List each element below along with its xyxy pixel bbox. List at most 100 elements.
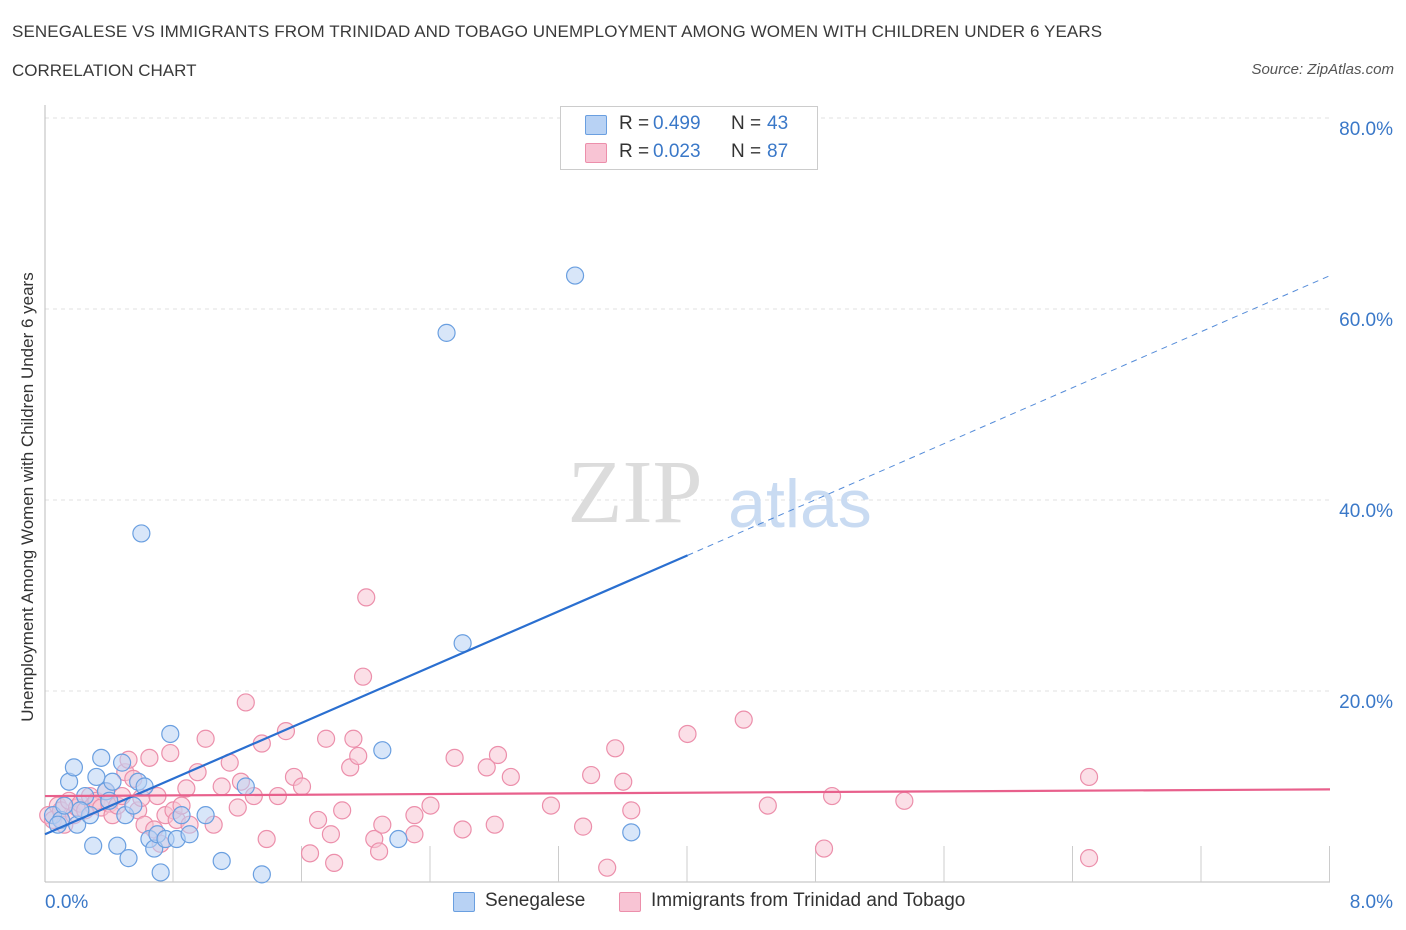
point-senegalese xyxy=(437,323,456,342)
point-senegalese xyxy=(84,836,103,855)
point-trinidad xyxy=(485,815,504,834)
point-trinidad xyxy=(477,758,496,777)
point-trinidad xyxy=(678,724,697,744)
point-senegalese xyxy=(196,806,215,825)
legend-r-value: 0.023 xyxy=(653,141,701,162)
watermark-atlas: atlas xyxy=(728,466,872,542)
point-trinidad xyxy=(308,810,328,830)
point-trinidad xyxy=(405,806,424,825)
point-trinidad xyxy=(228,798,247,817)
tick-labels: 20.0% 40.0% 60.0% 80.0% 0.0% 8.0% xyxy=(45,119,1393,913)
point-trinidad xyxy=(177,779,196,798)
point-trinidad xyxy=(196,729,215,748)
point-senegalese xyxy=(453,634,472,653)
point-senegalese xyxy=(151,863,170,882)
legend-n-label: N = xyxy=(731,141,762,162)
bottom-legend-label-senegalese: Senegalese xyxy=(485,890,586,911)
y-tick-label: 20.0% xyxy=(1339,692,1393,713)
point-trinidad xyxy=(488,745,508,765)
point-trinidad xyxy=(321,825,341,844)
point-trinidad xyxy=(349,746,368,766)
point-trinidad xyxy=(405,825,424,844)
point-trinidad xyxy=(353,667,373,686)
trend-lines xyxy=(44,275,1331,836)
trend-line-trinidad xyxy=(44,788,1331,798)
point-trinidad xyxy=(373,815,392,834)
point-trinidad xyxy=(758,796,777,815)
point-trinidad xyxy=(814,839,834,858)
point-senegalese xyxy=(119,849,138,868)
point-trinidad xyxy=(622,801,641,820)
point-senegalese xyxy=(236,777,255,796)
point-senegalese xyxy=(172,806,191,825)
y-tick-label: 40.0% xyxy=(1339,501,1393,522)
point-trinidad xyxy=(822,786,842,806)
bottom-legend-swatch-senegalese xyxy=(453,892,475,912)
point-trinidad xyxy=(453,820,472,839)
chart-subtitle: CORRELATION CHART xyxy=(12,61,197,80)
point-senegalese xyxy=(252,865,271,884)
legend-r-label: R = xyxy=(619,141,650,162)
point-senegalese xyxy=(108,836,127,855)
point-senegalese xyxy=(55,796,74,815)
point-trinidad xyxy=(734,710,753,729)
point-trinidad xyxy=(573,817,593,836)
x-tick-label: 0.0% xyxy=(45,892,88,913)
legend-r-value: 0.499 xyxy=(653,113,701,134)
trend-line-senegalese xyxy=(44,554,688,836)
point-trinidad xyxy=(161,743,180,763)
legend-r-label: R = xyxy=(619,113,650,134)
legend-swatch-senegalese xyxy=(585,115,607,135)
point-senegalese xyxy=(132,524,151,543)
point-senegalese xyxy=(212,851,231,871)
y-axis-label: Unemployment Among Women with Children U… xyxy=(18,272,37,722)
legend-swatch-trinidad xyxy=(585,143,607,163)
bottom-legend-swatch-trinidad xyxy=(619,892,641,912)
point-senegalese xyxy=(92,748,111,767)
x-tick-label: 8.0% xyxy=(1350,892,1393,913)
watermark-zip: ZIP xyxy=(568,443,703,542)
trend-line-senegalese-extrapolated xyxy=(687,275,1331,556)
point-trinidad xyxy=(614,772,633,791)
point-trinidad xyxy=(212,777,231,796)
source-label: Source: ZipAtlas.com xyxy=(1251,61,1394,78)
point-trinidad xyxy=(268,786,288,806)
point-trinidad xyxy=(1079,767,1099,787)
y-tick-label: 60.0% xyxy=(1339,310,1393,331)
y-tick-label: 80.0% xyxy=(1339,119,1393,140)
point-trinidad xyxy=(606,739,625,758)
point-trinidad xyxy=(582,765,601,785)
point-trinidad xyxy=(445,748,464,767)
point-trinidad xyxy=(325,853,344,873)
legend-n-value: 87 xyxy=(767,141,789,162)
point-senegalese xyxy=(373,741,392,760)
legend-n-value: 43 xyxy=(767,113,789,134)
point-senegalese xyxy=(87,767,106,787)
point-trinidad xyxy=(292,777,312,796)
point-senegalese xyxy=(389,829,408,849)
point-trinidad xyxy=(316,729,336,748)
bottom-legend-label-trinidad: Immigrants from Trinidad and Tobago xyxy=(651,890,966,911)
point-trinidad xyxy=(895,791,914,810)
point-trinidad xyxy=(140,748,159,767)
gridlines xyxy=(45,117,1330,692)
point-trinidad xyxy=(300,844,320,863)
point-trinidad xyxy=(257,829,276,849)
point-trinidad xyxy=(236,693,255,712)
point-trinidad xyxy=(370,842,389,861)
point-senegalese xyxy=(161,724,180,744)
point-trinidad xyxy=(501,767,520,787)
point-trinidad xyxy=(357,588,376,607)
legend-n-label: N = xyxy=(731,113,762,134)
point-trinidad xyxy=(344,729,363,748)
stats-legend: R = 0.499 N = 43 R = 0.023 N = 87 xyxy=(560,106,818,170)
point-trinidad xyxy=(421,796,440,815)
point-senegalese xyxy=(180,825,199,844)
point-senegalese xyxy=(64,758,84,777)
point-trinidad xyxy=(541,796,561,815)
point-trinidad xyxy=(598,858,617,877)
point-senegalese xyxy=(103,772,122,791)
point-senegalese xyxy=(112,753,132,772)
data-points xyxy=(39,266,1099,884)
point-senegalese xyxy=(622,823,641,842)
